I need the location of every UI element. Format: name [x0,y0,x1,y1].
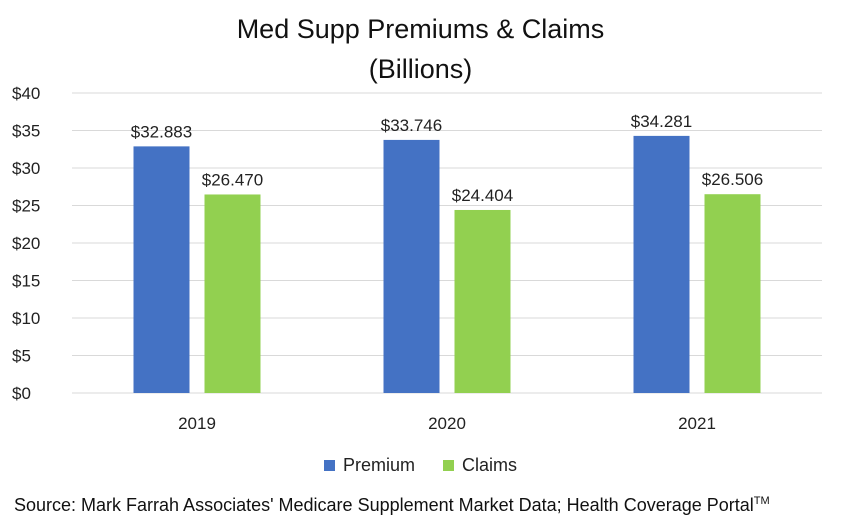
bar-premium [133,146,190,393]
bar-premium [633,135,690,393]
legend-item-claims: Claims [443,455,517,476]
data-label: $26.470 [202,170,263,189]
legend-swatch-premium [323,460,335,471]
bar-premium [383,139,440,393]
x-tick-label: 2020 [428,414,466,433]
y-tick-label: $0 [12,384,31,403]
source-note: Source: Mark Farrah Associates' Medicare… [14,495,770,516]
y-tick-label: $40 [12,84,40,103]
y-tick-label: $15 [12,272,40,291]
source-text: Source: Mark Farrah Associates' Medicare… [14,495,754,515]
legend-item-premium: Premium [323,455,415,476]
data-label: $24.404 [452,186,513,205]
data-label: $34.281 [631,112,692,131]
chart-subtitle: (Billions) [368,54,473,84]
y-tick-label: $35 [12,122,40,141]
y-tick-label: $25 [12,197,40,216]
y-tick-label: $5 [12,347,31,366]
y-tick-label: $20 [12,234,40,253]
legend: Premium Claims [0,455,841,476]
legend-label-claims: Claims [462,455,518,475]
x-tick-label: 2021 [678,414,716,433]
chart-title: Med Supp Premiums & Claims [236,14,605,44]
bar-claims [204,194,261,393]
data-label: $26.506 [702,170,763,189]
legend-label-premium: Premium [342,455,415,475]
data-label: $32.883 [131,122,192,141]
data-label: $33.746 [381,116,442,135]
y-tick-label: $10 [12,309,40,328]
legend-swatch-claims [443,460,454,471]
trademark-mark: TM [753,495,770,507]
x-tick-label: 2019 [178,414,216,433]
bar-claims [454,209,511,393]
y-tick-label: $30 [12,159,40,178]
bar-claims [704,194,761,393]
